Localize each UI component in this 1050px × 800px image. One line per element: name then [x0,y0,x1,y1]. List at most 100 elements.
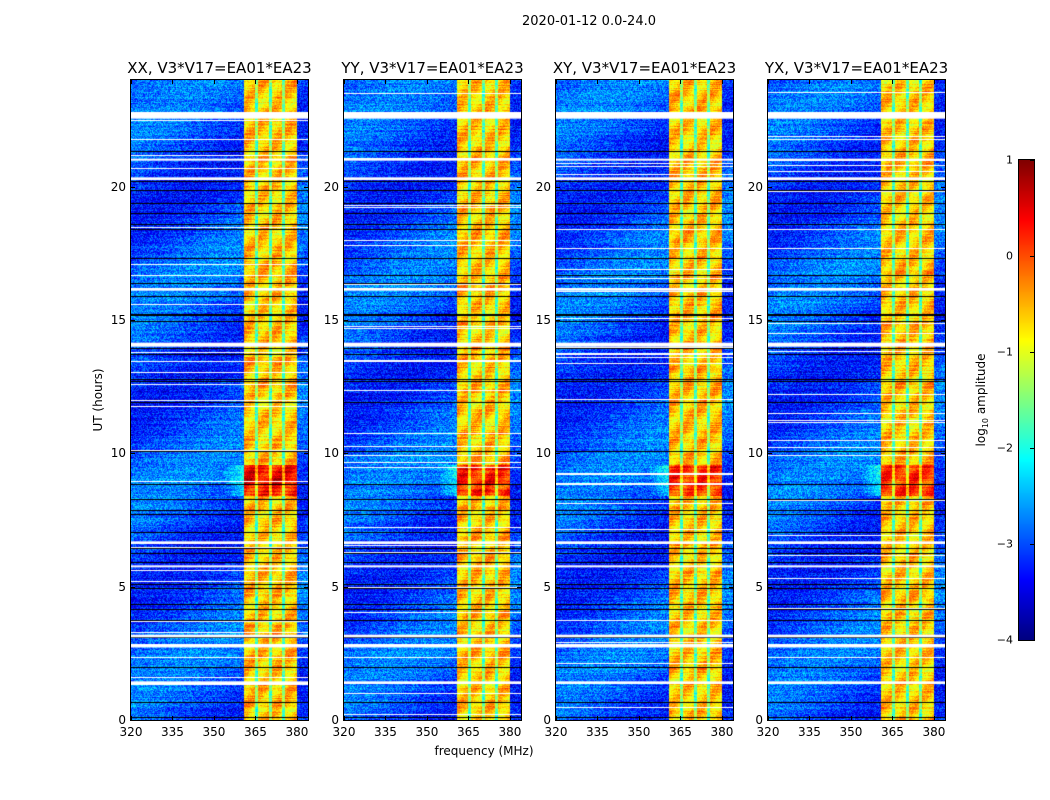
colorbar-tick-mark [1030,160,1034,161]
y-tick-mark [517,186,521,188]
y-tick-label: 20 [323,179,339,194]
y-tick-label: 5 [331,579,339,594]
x-tick-label: 335 [586,725,609,739]
y-tick-label: 15 [747,313,763,327]
y-tick-label: 10 [747,446,763,461]
colorbar-tick-label: −2 [996,441,1013,455]
x-tick-mark [933,80,935,84]
x-tick-mark [638,716,640,720]
heatmap-image [556,80,733,720]
x-tick-mark [131,716,132,720]
y-tick-mark [304,453,308,455]
spectrogram-panel-3 [555,79,734,721]
spectrogram-panel-4 [767,79,946,721]
panel-title: XY, V3*V17=EA01*EA23 [552,59,737,77]
y-tick-mark [729,586,733,588]
colorbar [1018,159,1035,641]
y-tick-mark [131,320,135,321]
y-tick-mark [768,186,772,188]
colorbar-tick-label: −4 [996,633,1013,647]
colorbar-tick-mark [1030,256,1034,257]
x-tick-label: 350 [839,725,863,739]
x-tick-mark [468,80,470,84]
x-tick-mark [213,716,215,720]
x-tick-mark [597,80,599,84]
y-tick-mark [768,320,772,321]
x-tick-mark [597,716,599,720]
y-tick-label: 20 [535,179,551,194]
x-tick-label: 335 [161,725,184,739]
x-tick-label: 335 [798,725,821,739]
heatmap-image [131,80,308,720]
panel-title: XX, V3*V17=EA01*EA23 [127,59,312,77]
y-tick-label: 10 [110,446,126,461]
y-tick-mark [131,186,135,188]
x-tick-mark [509,716,511,720]
x-tick-label: 380 [498,725,522,739]
y-tick-mark [941,320,945,321]
x-tick-mark [892,716,894,720]
x-axis-label: frequency (MHz) [434,744,534,758]
x-tick-label: 350 [627,725,651,739]
x-tick-label: 320 [332,725,356,739]
x-tick-label: 365 [244,725,267,739]
y-tick-mark [556,320,560,321]
x-tick-mark [680,716,682,720]
x-tick-mark [556,80,557,84]
x-tick-label: 320 [544,725,568,739]
x-tick-mark [680,80,682,84]
y-tick-label: 0 [543,713,551,727]
x-tick-mark [385,716,387,720]
x-tick-mark [296,716,298,720]
x-tick-mark [809,80,811,84]
x-tick-label: 335 [374,725,397,739]
y-tick-mark [344,320,348,321]
y-tick-mark [941,586,945,588]
colorbar-tick-mark [1030,352,1034,353]
x-tick-mark [933,716,935,720]
y-tick-label: 5 [118,579,126,594]
x-tick-mark [172,80,174,84]
x-tick-mark [468,716,470,720]
colorbar-tick-mark [1030,640,1034,641]
x-tick-mark [296,80,298,84]
x-tick-label: 350 [415,725,439,739]
x-tick-mark [721,80,723,84]
y-tick-mark [729,453,733,455]
y-tick-label: 0 [118,713,126,727]
y-tick-mark [517,320,521,321]
y-tick-label: 15 [535,313,551,327]
spectrogram-panel-1 [130,79,309,721]
y-tick-mark [729,320,733,321]
x-tick-mark [426,80,428,84]
x-tick-label: 380 [922,725,946,739]
x-tick-label: 380 [285,725,309,739]
y-tick-label: 15 [323,313,339,327]
x-tick-label: 365 [881,725,904,739]
y-tick-mark [517,720,521,721]
y-tick-mark [729,186,733,188]
x-tick-mark [892,80,894,84]
y-tick-mark [131,586,135,588]
y-tick-mark [344,453,348,455]
colorbar-gradient [1019,160,1034,640]
x-tick-label: 350 [202,725,226,739]
y-tick-mark [556,453,560,455]
y-tick-mark [131,453,135,455]
spectrogram-panel-2 [343,79,522,721]
colorbar-tick-mark [1030,544,1034,545]
x-tick-mark [255,716,257,720]
x-tick-mark [426,716,428,720]
x-tick-label: 380 [710,725,734,739]
y-tick-mark [517,453,521,455]
y-tick-mark [768,586,772,588]
y-tick-label: 0 [331,713,339,727]
heatmap-image [344,80,521,720]
x-tick-mark [638,80,640,84]
x-tick-mark [213,80,215,84]
y-tick-mark [304,320,308,321]
y-axis-label: UT (hours) [91,368,105,432]
figure-title: 2020-01-12 0.0-24.0 [522,14,656,29]
x-tick-mark [850,716,852,720]
y-tick-mark [941,453,945,455]
